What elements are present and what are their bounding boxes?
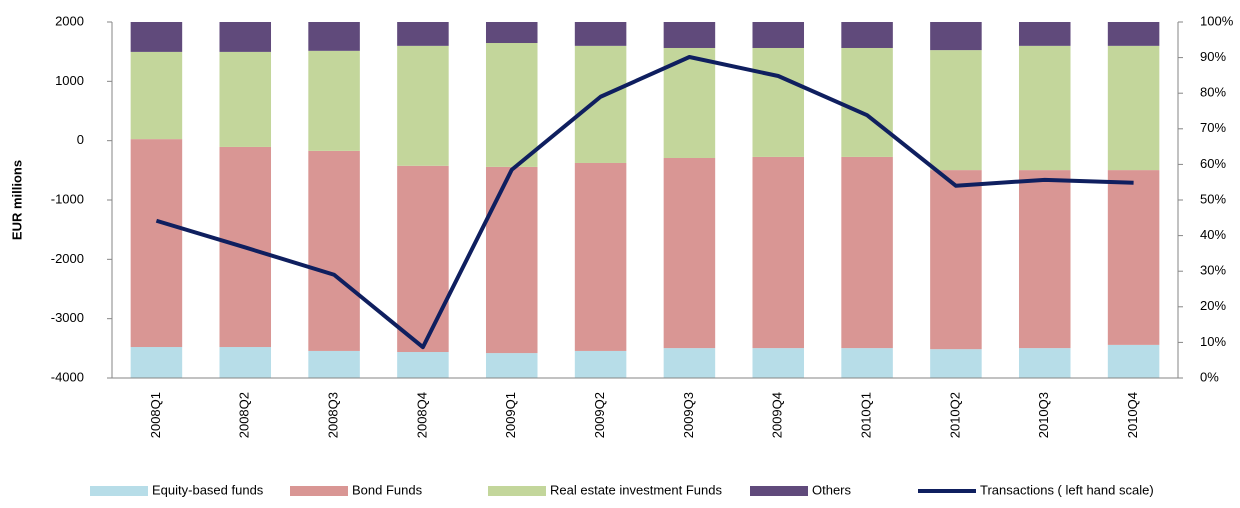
y-tick-label: -3000 xyxy=(51,310,84,325)
x-tick-label: 2008Q1 xyxy=(148,392,163,438)
y-tick-label: -4000 xyxy=(51,369,84,384)
bar-segment xyxy=(219,347,272,378)
y2-tick-label: 0% xyxy=(1200,369,1219,384)
y2-tick-label: 100% xyxy=(1200,13,1234,28)
y2-tick-label: 70% xyxy=(1200,120,1226,135)
bar-segment xyxy=(485,22,538,44)
bar-segment xyxy=(1107,344,1160,378)
legend-label: Equity-based funds xyxy=(152,482,264,497)
y2-tick-label: 60% xyxy=(1200,156,1226,171)
bar-segment xyxy=(930,50,982,171)
bar-segment xyxy=(397,165,449,353)
bar-segment xyxy=(752,22,805,48)
x-tick-label: 2009Q2 xyxy=(592,392,607,438)
legend-label: Transactions ( left hand scale) xyxy=(980,482,1154,497)
bar-segment xyxy=(752,47,805,157)
bar-segment xyxy=(1018,22,1071,46)
legend-swatch xyxy=(290,486,348,496)
bar-segment xyxy=(1107,45,1160,171)
x-tick-label: 2010Q1 xyxy=(859,392,874,438)
y-axis-title: EUR millions xyxy=(9,160,24,240)
bar-segment xyxy=(841,47,893,157)
bar-segment xyxy=(574,162,627,351)
legend-label: Bond Funds xyxy=(352,482,423,497)
bar-segment xyxy=(130,347,183,378)
bar-segment xyxy=(841,348,893,378)
bar-segment xyxy=(485,43,538,167)
y-tick-label: 2000 xyxy=(55,13,84,28)
bar-segment xyxy=(1018,348,1071,378)
y-tick-label: 1000 xyxy=(55,73,84,88)
bar-segment xyxy=(308,150,360,351)
bar-segment xyxy=(130,139,183,348)
bar-segment xyxy=(397,352,449,378)
bar-segment xyxy=(752,156,805,349)
x-tick-label: 2009Q3 xyxy=(681,392,696,438)
bar-segment xyxy=(397,45,449,166)
bar-segment xyxy=(308,22,360,51)
bar-segment xyxy=(1107,22,1160,46)
bar-segment xyxy=(574,350,627,378)
bar-segment xyxy=(308,50,360,151)
x-tick-label: 2010Q4 xyxy=(1125,392,1140,438)
legend-swatch xyxy=(750,486,808,496)
bar-segment xyxy=(930,170,982,350)
y2-tick-label: 90% xyxy=(1200,49,1226,64)
bar-segment xyxy=(752,348,805,378)
x-tick-label: 2010Q2 xyxy=(947,392,962,438)
y2-tick-label: 30% xyxy=(1200,263,1226,278)
y2-tick-label: 10% xyxy=(1200,334,1226,349)
bar-segment xyxy=(841,156,893,349)
x-tick-label: 2010Q3 xyxy=(1036,392,1051,438)
bar-segment xyxy=(219,51,272,147)
bar-segment xyxy=(1107,170,1160,345)
x-tick-label: 2009Q1 xyxy=(503,392,518,438)
x-tick-label: 2009Q4 xyxy=(770,392,785,438)
bar-segment xyxy=(574,22,627,46)
bar-segment xyxy=(841,22,893,48)
bar-segment xyxy=(485,166,538,354)
y-tick-label: -1000 xyxy=(51,191,84,206)
bar-segment xyxy=(397,22,449,46)
bar-segment xyxy=(1018,45,1071,171)
bar-segment xyxy=(663,157,716,349)
bar-segment xyxy=(130,51,183,140)
y-tick-label: 0 xyxy=(77,132,84,147)
bar-segment xyxy=(663,348,716,378)
bar-segment xyxy=(930,349,982,378)
x-tick-label: 2008Q4 xyxy=(414,392,429,438)
y2-tick-label: 80% xyxy=(1200,85,1226,100)
y2-tick-label: 40% xyxy=(1200,227,1226,242)
y-tick-label: -2000 xyxy=(51,251,84,266)
bar-segment xyxy=(308,350,360,378)
bar-segment xyxy=(1018,170,1071,349)
y2-tick-label: 20% xyxy=(1200,298,1226,313)
bar-segment xyxy=(219,22,272,52)
x-tick-label: 2008Q3 xyxy=(326,392,341,438)
bar-segment xyxy=(485,353,538,378)
bar-segment xyxy=(663,22,716,48)
legend-swatch xyxy=(488,486,546,496)
bar-segment xyxy=(574,45,627,163)
x-tick-label: 2008Q2 xyxy=(237,392,252,438)
legend-label: Others xyxy=(812,482,852,497)
line-series xyxy=(155,55,1134,350)
bar-segment xyxy=(130,22,183,52)
y2-tick-label: 50% xyxy=(1200,191,1226,206)
legend-label: Real estate investment Funds xyxy=(550,482,722,497)
legend-swatch xyxy=(90,486,148,496)
bar-segment xyxy=(930,22,982,51)
